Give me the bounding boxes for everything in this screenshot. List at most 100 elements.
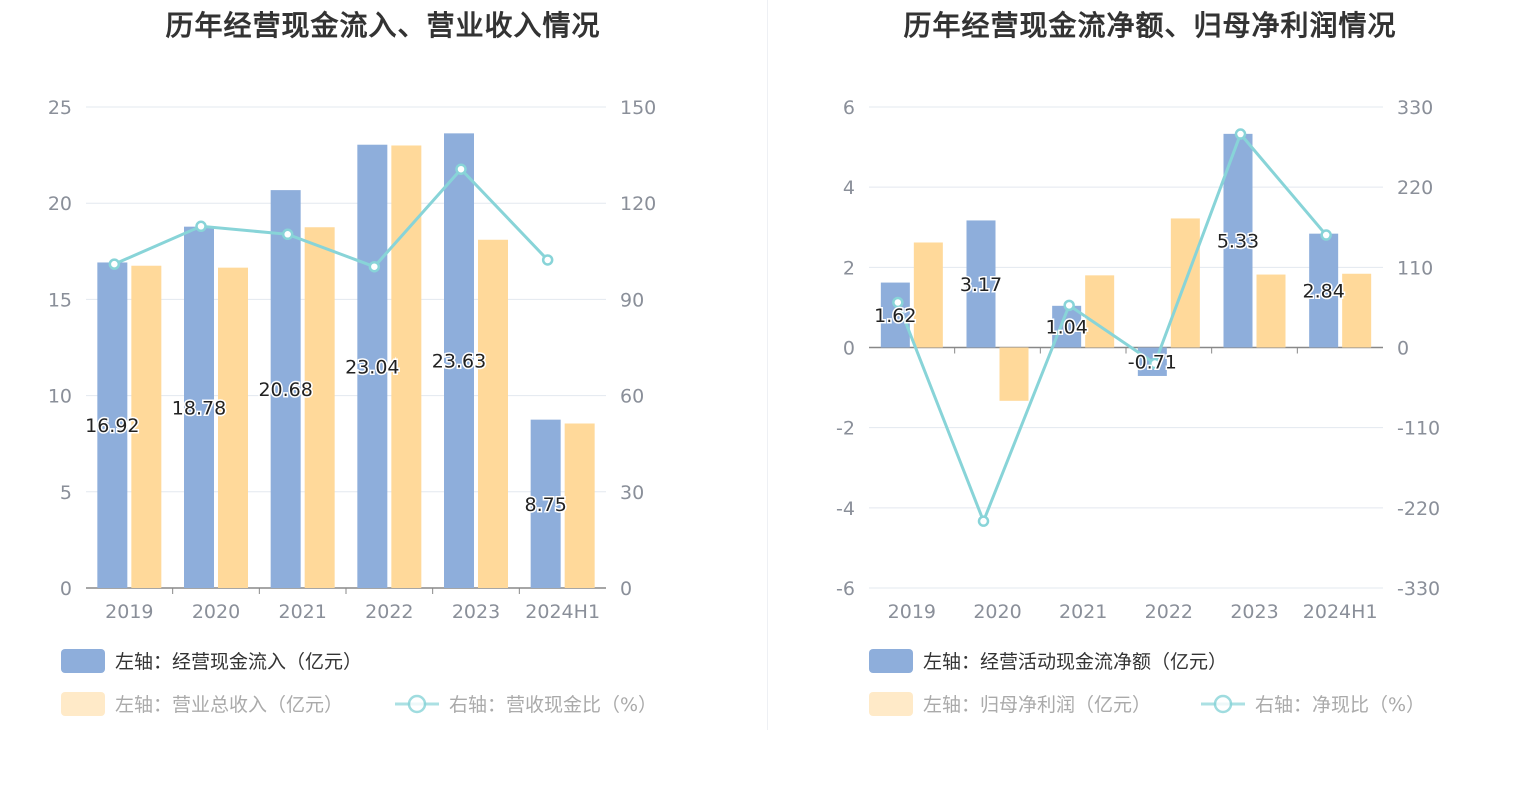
right-left-tick-label: -2 xyxy=(836,418,855,440)
left-bar-primary xyxy=(184,226,214,589)
left-legend-label-secondary: 左轴：营业总收入（亿元） xyxy=(115,694,343,716)
right-data-label: 1.62 xyxy=(874,305,916,327)
right-ratio-point xyxy=(1320,229,1332,241)
left-chart-title: 历年经营现金流入、营业收入情况 xyxy=(165,9,601,42)
left-data-label: 20.68 xyxy=(258,379,312,401)
right-bar-primary xyxy=(966,220,996,348)
right-ratio-point xyxy=(1063,299,1075,312)
right-legend-swatch-secondary xyxy=(869,692,913,716)
left-right-tick-label: 120 xyxy=(620,193,656,215)
left-right-tick-label: 0 xyxy=(620,578,632,600)
right-left-tick-label: -6 xyxy=(836,578,855,600)
right-bar-secondary xyxy=(913,242,943,348)
left-ratio-point xyxy=(541,254,554,266)
left-ratio-point xyxy=(368,260,381,273)
left-right-tick-label: 90 xyxy=(620,289,644,311)
left-data-label: 8.75 xyxy=(525,494,567,516)
right-right-tick-label: -220 xyxy=(1397,498,1440,520)
left-x-tick-label: 2019 xyxy=(105,601,153,623)
left-left-tick-label: 15 xyxy=(48,289,72,311)
right-ratio-point xyxy=(1149,357,1161,370)
right-data-label: 3.17 xyxy=(960,274,1002,296)
right-bar-secondary xyxy=(999,347,1029,401)
left-bar-secondary xyxy=(478,239,508,589)
left-bar-primary xyxy=(97,262,128,588)
left-left-tick-label: 5 xyxy=(60,482,72,504)
right-right-tick-label: 0 xyxy=(1397,338,1409,360)
left-bar-primary xyxy=(444,133,474,588)
right-left-tick-label: -4 xyxy=(836,498,855,520)
right-data-label: 5.33 xyxy=(1217,231,1259,253)
left-data-label: 16.92 xyxy=(85,415,139,437)
left-bar-primary xyxy=(357,144,388,589)
right-x-tick-label: 2024H1 xyxy=(1303,601,1378,623)
right-left-tick-label: 0 xyxy=(843,338,855,360)
right-legend-label-line: 右轴：净现比（%） xyxy=(1255,694,1425,716)
left-bar-secondary xyxy=(564,423,595,588)
left-bar-secondary xyxy=(131,265,162,588)
left-data-label: 23.04 xyxy=(345,356,399,378)
right-chart-panel: 历年经营现金流净额、归母净利润情况 -6 -330 -4 -220 -2 -110 0 0 2 1… xyxy=(769,0,1531,786)
right-x-tick-label: 2021 xyxy=(1059,601,1107,623)
right-bar-secondary xyxy=(1085,275,1115,348)
right-bar-secondary xyxy=(1342,273,1372,348)
left-x-tick-label: 2022 xyxy=(365,601,413,623)
right-x-tick-label: 2023 xyxy=(1230,601,1278,623)
left-bar-secondary xyxy=(304,227,335,588)
right-bar-secondary xyxy=(1256,274,1286,348)
left-ratio-point xyxy=(195,220,207,233)
left-bar-primary xyxy=(270,190,301,588)
right-data-label: 1.04 xyxy=(1046,317,1088,339)
right-ratio-point xyxy=(1234,128,1247,140)
left-left-tick-label: 25 xyxy=(48,97,72,119)
left-right-tick-label: 150 xyxy=(620,97,656,119)
right-bar-primary xyxy=(880,282,910,348)
right-legend-label-primary: 左轴：经营活动现金流净额（亿元） xyxy=(923,651,1227,673)
right-data-label: -0.71 xyxy=(1128,352,1177,374)
left-x-tick-label: 2024H1 xyxy=(525,601,600,623)
left-x-tick-label: 2023 xyxy=(452,601,500,623)
left-chart-svg: 0 0 5 30 10 60 15 90 20 120 25 150 2019 2020 2021 2022 2… xyxy=(48,97,657,716)
left-legend-label-primary: 左轴：经营现金流入（亿元） xyxy=(115,651,362,673)
right-right-tick-label: 330 xyxy=(1397,97,1433,119)
left-left-tick-label: 20 xyxy=(48,193,72,215)
right-left-tick-label: 2 xyxy=(843,257,855,279)
right-left-tick-label: 4 xyxy=(843,177,855,199)
left-ratio-line xyxy=(113,166,549,269)
left-ratio-point xyxy=(281,228,294,241)
right-chart-svg: -6 -330 -4 -220 -2 -110 0 0 2 110 4 220 6 330 2019 2020… xyxy=(836,97,1440,716)
left-ratio-point xyxy=(108,258,121,270)
left-legend-label-line: 右轴：营收现金比（%） xyxy=(449,694,657,716)
right-x-tick-label: 2022 xyxy=(1145,601,1193,623)
left-left-tick-label: 10 xyxy=(48,386,72,408)
right-right-tick-label: 220 xyxy=(1397,177,1433,199)
left-legend-swatch-secondary xyxy=(61,692,105,716)
left-data-label: 18.78 xyxy=(172,397,226,419)
left-x-tick-label: 2021 xyxy=(278,601,326,623)
left-legend-swatch-primary xyxy=(61,649,105,673)
right-data-label: 2.84 xyxy=(1303,281,1345,303)
left-right-tick-label: 30 xyxy=(620,482,644,504)
left-chart-panel: 历年经营现金流入、营业收入情况 0 0 5 30 10 60 15 90 20 120 25 150 2… xyxy=(48,9,657,716)
right-legend-label-secondary: 左轴：归母净利润（亿元） xyxy=(923,694,1151,716)
right-ratio-line xyxy=(896,131,1328,526)
left-bar-secondary xyxy=(218,267,248,588)
right-right-tick-label: 110 xyxy=(1397,257,1433,279)
left-bar-primary xyxy=(530,419,561,588)
right-right-tick-label: -330 xyxy=(1397,578,1440,600)
left-data-label: 23.63 xyxy=(432,351,486,373)
right-ratio-point xyxy=(892,296,904,309)
right-x-tick-label: 2019 xyxy=(888,601,936,623)
right-ratio-point xyxy=(977,515,990,527)
right-legend-swatch-primary xyxy=(869,649,913,673)
right-chart-title: 历年经营现金流净额、归母净利润情况 xyxy=(903,9,1397,42)
right-bar-primary xyxy=(1309,233,1339,348)
panel-divider xyxy=(767,0,768,730)
left-right-tick-label: 60 xyxy=(620,386,644,408)
right-x-tick-label: 2020 xyxy=(973,601,1021,623)
left-left-tick-label: 0 xyxy=(60,578,72,600)
left-ratio-point xyxy=(455,163,467,175)
left-legend-line-marker xyxy=(407,694,427,714)
right-left-tick-label: 6 xyxy=(843,97,855,119)
right-legend-line-marker xyxy=(1213,694,1233,714)
